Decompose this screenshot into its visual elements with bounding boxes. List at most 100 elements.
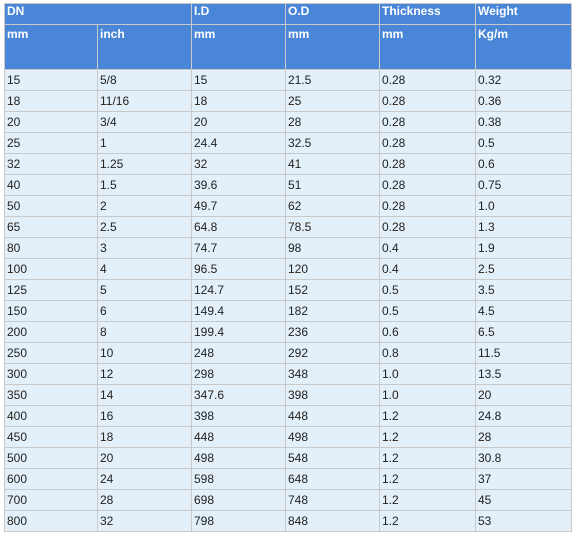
weight-cell: 3.5 [475, 279, 572, 301]
id-cell: 698 [191, 489, 286, 511]
table-row: 65 2.5 64.8 78.5 0.28 1.3 [4, 216, 572, 238]
od-cell: 292 [285, 342, 380, 364]
dn-mm-cell: 100 [4, 258, 98, 280]
dn-mm-cell: 600 [4, 468, 98, 490]
thickness-cell: 1.2 [379, 447, 476, 469]
dn-mm-cell: 15 [4, 69, 98, 91]
od-cell: 348 [285, 363, 380, 385]
unit-dn-inch: inch [97, 24, 192, 70]
dn-mm-cell: 20 [4, 111, 98, 133]
unit-id-mm: mm [191, 24, 286, 70]
weight-cell: 28 [475, 426, 572, 448]
table-row: 15 5/8 15 21.5 0.28 0.32 [4, 69, 572, 91]
od-cell: 182 [285, 300, 380, 322]
od-cell: 748 [285, 489, 380, 511]
dn-inch-cell: 28 [97, 489, 192, 511]
weight-cell: 1.3 [475, 216, 572, 238]
thickness-cell: 0.6 [379, 321, 476, 343]
dn-mm-cell: 18 [4, 90, 98, 112]
od-cell: 152 [285, 279, 380, 301]
thickness-cell: 0.4 [379, 237, 476, 259]
dn-inch-cell: 24 [97, 468, 192, 490]
od-cell: 32.5 [285, 132, 380, 154]
table-row: 600 24 598 648 1.2 37 [4, 468, 572, 490]
od-cell: 78.5 [285, 216, 380, 238]
table-row: 400 16 398 448 1.2 24.8 [4, 405, 572, 427]
thickness-cell: 1.2 [379, 510, 476, 532]
dn-mm-cell: 65 [4, 216, 98, 238]
dn-inch-cell: 6 [97, 300, 192, 322]
dn-mm-cell: 800 [4, 510, 98, 532]
od-cell: 448 [285, 405, 380, 427]
dn-inch-cell: 14 [97, 384, 192, 406]
weight-cell: 0.36 [475, 90, 572, 112]
table-row: 32 1.25 32 41 0.28 0.6 [4, 153, 572, 175]
header-weight: Weight [475, 3, 572, 25]
od-cell: 28 [285, 111, 380, 133]
pipe-spec-table: DN I.D O.D Thickness Weight mm inch mm m… [4, 3, 572, 532]
table-row: 700 28 698 748 1.2 45 [4, 489, 572, 511]
dn-inch-cell: 4 [97, 258, 192, 280]
weight-cell: 1.0 [475, 195, 572, 217]
table-row: 350 14 347.6 398 1.0 20 [4, 384, 572, 406]
dn-mm-cell: 450 [4, 426, 98, 448]
weight-cell: 4.5 [475, 300, 572, 322]
table-row: 50 2 49.7 62 0.28 1.0 [4, 195, 572, 217]
id-cell: 49.7 [191, 195, 286, 217]
thickness-cell: 0.28 [379, 174, 476, 196]
weight-cell: 2.5 [475, 258, 572, 280]
thickness-cell: 1.0 [379, 363, 476, 385]
unit-thickness-mm: mm [379, 24, 476, 70]
dn-inch-cell: 1 [97, 132, 192, 154]
dn-inch-cell: 1.25 [97, 153, 192, 175]
dn-mm-cell: 25 [4, 132, 98, 154]
id-cell: 20 [191, 111, 286, 133]
table-row: 300 12 298 348 1.0 13.5 [4, 363, 572, 385]
od-cell: 398 [285, 384, 380, 406]
unit-header-row: mm inch mm mm mm Kg/m [4, 24, 572, 70]
unit-weight-kgm: Kg/m [475, 24, 572, 70]
unit-od-mm: mm [285, 24, 380, 70]
thickness-cell: 0.28 [379, 111, 476, 133]
od-cell: 648 [285, 468, 380, 490]
thickness-cell: 0.4 [379, 258, 476, 280]
header-od: O.D [285, 3, 380, 25]
dn-mm-cell: 300 [4, 363, 98, 385]
thickness-cell: 0.28 [379, 216, 476, 238]
table-row: 80 3 74.7 98 0.4 1.9 [4, 237, 572, 259]
weight-cell: 0.32 [475, 69, 572, 91]
id-cell: 124.7 [191, 279, 286, 301]
od-cell: 548 [285, 447, 380, 469]
dn-mm-cell: 400 [4, 405, 98, 427]
dn-mm-cell: 700 [4, 489, 98, 511]
od-cell: 25 [285, 90, 380, 112]
thickness-cell: 1.2 [379, 405, 476, 427]
weight-cell: 6.5 [475, 321, 572, 343]
od-cell: 120 [285, 258, 380, 280]
dn-inch-cell: 8 [97, 321, 192, 343]
dn-inch-cell: 12 [97, 363, 192, 385]
table-row: 150 6 149.4 182 0.5 4.5 [4, 300, 572, 322]
od-cell: 236 [285, 321, 380, 343]
table-row: 500 20 498 548 1.2 30.8 [4, 447, 572, 469]
id-cell: 74.7 [191, 237, 286, 259]
table-row: 18 11/16 18 25 0.28 0.36 [4, 90, 572, 112]
header-id: I.D [191, 3, 286, 25]
od-cell: 51 [285, 174, 380, 196]
id-cell: 18 [191, 90, 286, 112]
table-row: 125 5 124.7 152 0.5 3.5 [4, 279, 572, 301]
dn-mm-cell: 125 [4, 279, 98, 301]
id-cell: 298 [191, 363, 286, 385]
thickness-cell: 0.28 [379, 153, 476, 175]
weight-cell: 37 [475, 468, 572, 490]
od-cell: 98 [285, 237, 380, 259]
dn-inch-cell: 32 [97, 510, 192, 532]
group-header-row: DN I.D O.D Thickness Weight [4, 3, 572, 25]
id-cell: 199.4 [191, 321, 286, 343]
id-cell: 448 [191, 426, 286, 448]
table-row: 25 1 24.4 32.5 0.28 0.5 [4, 132, 572, 154]
thickness-cell: 0.28 [379, 69, 476, 91]
thickness-cell: 1.2 [379, 468, 476, 490]
dn-inch-cell: 5/8 [97, 69, 192, 91]
table-row: 20 3/4 20 28 0.28 0.38 [4, 111, 572, 133]
